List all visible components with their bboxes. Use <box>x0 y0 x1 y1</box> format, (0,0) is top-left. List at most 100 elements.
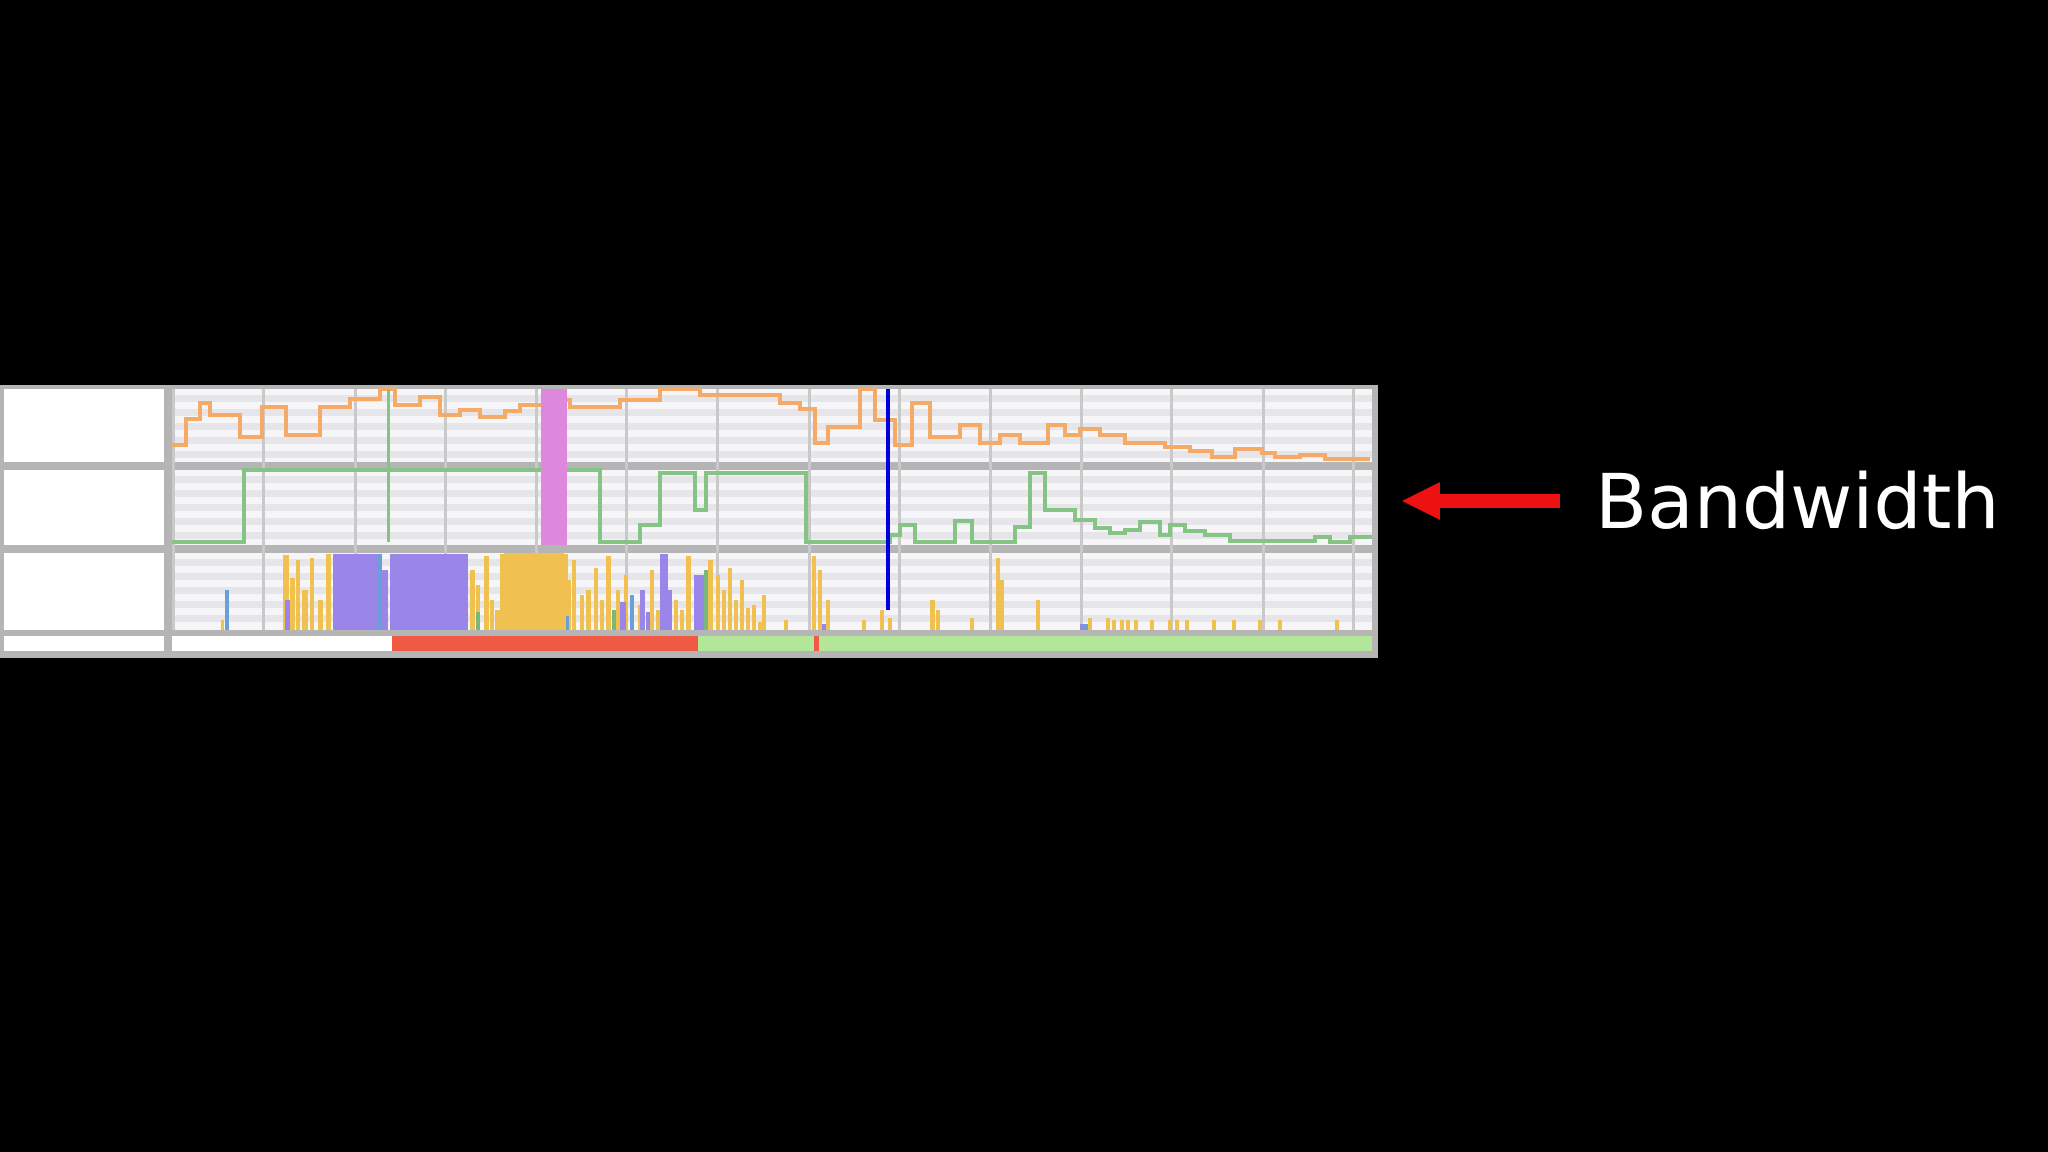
timeline-gridline <box>262 389 265 630</box>
layout-bar <box>1088 618 1092 630</box>
rendering-bar <box>704 570 708 630</box>
status-good-segment <box>698 636 1372 651</box>
layout-bar <box>283 555 289 630</box>
rendering-bar <box>612 610 616 630</box>
timeline-gridline <box>1080 389 1083 630</box>
timeline-gridline <box>354 389 357 630</box>
bandwidth-connector <box>387 389 390 542</box>
layout-bar <box>784 620 788 630</box>
layout-bar <box>296 560 300 630</box>
layout-bar <box>1036 600 1040 630</box>
paint-bar <box>694 575 704 630</box>
paint-bar <box>646 612 650 630</box>
timeline-gridline <box>172 389 175 630</box>
layout-bar <box>1150 620 1154 630</box>
gridline-stripe <box>172 559 1372 566</box>
layout-bar <box>826 600 830 630</box>
paint-bar <box>390 554 468 630</box>
highlight-band <box>541 389 567 545</box>
timeline-gridline <box>898 389 901 630</box>
layout-bar <box>1212 620 1216 630</box>
paint-bar <box>668 590 672 630</box>
layout-bar <box>812 556 816 630</box>
paint-bar <box>333 554 378 630</box>
gridline-stripe <box>172 395 1372 402</box>
cpu-line <box>172 387 1370 461</box>
gridline-stripe <box>172 518 1372 525</box>
gridline-stripe <box>172 476 1372 483</box>
track-label-cell <box>4 553 164 630</box>
layout-bar <box>1232 620 1236 630</box>
status-bad-segment <box>392 636 698 651</box>
layout-bar <box>650 570 654 630</box>
layout-bar <box>572 560 576 630</box>
track-label-cell <box>4 636 164 651</box>
layout-bar <box>1168 620 1172 630</box>
gridline-stripe <box>172 423 1372 430</box>
gridline-stripe <box>172 451 1372 458</box>
paint-bar <box>285 600 290 630</box>
gridline-stripe <box>172 409 1372 416</box>
layout-bar <box>740 580 744 630</box>
layout-bar <box>326 554 331 630</box>
layout-bar <box>734 600 738 630</box>
layout-bar <box>616 590 620 630</box>
gridline-stripe <box>172 601 1372 608</box>
layout-bar <box>1112 620 1116 630</box>
paint-bar <box>620 602 626 630</box>
gridline-stripe <box>172 615 1372 622</box>
layout-bar <box>970 618 974 630</box>
layout-bar <box>722 590 726 630</box>
layout-bar <box>862 620 866 630</box>
bandwidth-label: Bandwidth <box>1595 457 2000 546</box>
gridline-stripe <box>172 532 1372 539</box>
layout-bar <box>1278 620 1282 630</box>
bandwidth-connector <box>243 470 246 542</box>
performance-timeline[interactable] <box>0 385 1378 658</box>
bandwidth-line <box>172 468 1372 544</box>
layout-bar <box>686 556 691 630</box>
layout-bar <box>470 570 475 630</box>
layout-bar <box>1106 618 1110 630</box>
layout-bar <box>504 553 564 630</box>
layout-bar <box>586 590 591 630</box>
layout-bar <box>290 578 295 630</box>
status-bad-segment <box>814 636 819 651</box>
layout-bar <box>728 568 732 630</box>
timeline-gridline <box>1352 389 1355 630</box>
layout-bar <box>606 556 611 630</box>
timeline-gridline <box>535 389 538 630</box>
paint-bar <box>382 570 388 630</box>
script-bar <box>1084 624 1088 630</box>
layout-bar <box>594 568 598 630</box>
layout-bar <box>674 600 678 630</box>
layout-bar <box>318 600 323 630</box>
timeline-gridline <box>625 389 628 630</box>
paint-bar <box>660 554 668 630</box>
timeline-chart[interactable] <box>0 385 1378 658</box>
layout-bar <box>930 600 935 630</box>
gridline-stripe <box>172 490 1372 497</box>
layout-bar <box>936 610 940 630</box>
layout-bar <box>310 558 314 630</box>
gridline-stripe <box>172 573 1372 580</box>
gridline-stripe <box>172 504 1372 511</box>
script-bar <box>378 554 382 630</box>
script-bar <box>225 590 229 630</box>
layout-bar <box>716 575 720 630</box>
layout-bar <box>818 570 822 630</box>
layout-bar <box>708 560 713 630</box>
rendering-bar <box>476 612 480 630</box>
timeline-gridline <box>1262 389 1265 630</box>
layout-bar <box>656 610 660 630</box>
layout-bar <box>1134 620 1138 630</box>
layout-bar <box>1258 620 1262 630</box>
layout-bar <box>762 595 766 630</box>
layout-bar <box>490 600 494 630</box>
paint-bar <box>1080 624 1084 630</box>
arrow-left-icon <box>1402 482 1560 520</box>
layout-bar <box>580 595 584 630</box>
timeline-gridline <box>989 389 992 630</box>
layout-bar <box>880 610 884 630</box>
gridline-stripe <box>172 587 1372 594</box>
